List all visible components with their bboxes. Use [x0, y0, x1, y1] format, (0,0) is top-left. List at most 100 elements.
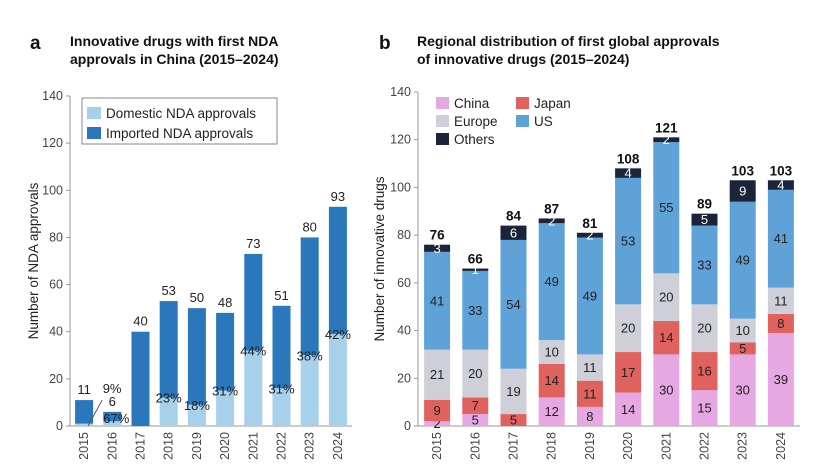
chart-a-x-tick-label: 2023	[303, 432, 317, 460]
chart-b-x-tick-label: 2021	[659, 432, 673, 460]
chart-a-bar-imported	[159, 301, 178, 398]
chart-b-legend-swatch-japan	[516, 97, 529, 109]
chart-b-segment-europe	[576, 354, 603, 381]
chart-b-segment-label-japan: 16	[697, 364, 711, 379]
chart-b-segment-label-japan: 5	[739, 341, 746, 356]
chart-b-segment-label-us: 41	[430, 293, 444, 308]
chart-a-bar-domestic	[244, 350, 263, 426]
chart-a-bar-domestic	[187, 404, 206, 426]
chart-a-y-axis-label: Number of NDA approvals	[26, 182, 41, 339]
chart-b-segment-europe	[538, 340, 565, 364]
chart-a-bar-domestic	[328, 334, 347, 426]
chart-b-segment-label-others: 2	[586, 228, 593, 243]
chart-a-share-label: 23%	[156, 391, 182, 406]
chart-b-total-label: 121	[655, 120, 678, 135]
chart-b-segment-japan	[424, 399, 451, 422]
chart-b-segment-label-china: 8	[586, 409, 593, 424]
chart-b-y-tick-label: 60	[397, 276, 411, 290]
chart-b-total-label: 103	[770, 163, 793, 178]
chart-a-x-tick-label: 2020	[218, 432, 232, 460]
chart-a-share-label: 31%	[268, 381, 294, 396]
chart-b-segment-label-china: 12	[544, 404, 558, 419]
chart-b-segment-others	[538, 218, 565, 224]
chart-b-x-tick-label: 2020	[621, 432, 635, 460]
chart-a-x-tick-label: 2016	[105, 432, 119, 460]
chart-a-legend-swatch-domestic	[87, 107, 101, 119]
chart-b-segment-us	[538, 223, 565, 341]
panel-b-title-line2: of innovative drugs (2015–2024)	[417, 51, 629, 67]
chart-b-segment-japan	[576, 380, 603, 407]
chart-b-segment-label-europe: 11	[583, 360, 597, 375]
chart-b-y-tick-label: 120	[390, 133, 411, 147]
chart-b-total-label: 66	[468, 252, 484, 267]
chart-b-total-label: 89	[697, 197, 712, 212]
chart-a-total-label: 73	[246, 236, 260, 251]
chart-a-y-tick-label: 0	[56, 419, 63, 433]
chart-a-total-label: 53	[161, 283, 175, 298]
chart-b-segment-label-china: 39	[774, 372, 788, 387]
chart-b-segment-others	[691, 213, 718, 226]
chart-b-segment-label-others: 1	[472, 262, 479, 277]
chart-b-x-tick-label: 2016	[468, 432, 482, 460]
chart-b-segment-japan	[729, 342, 756, 355]
chart-b-segment-label-japan: 14	[659, 330, 673, 345]
chart-b-segment-china	[653, 354, 680, 426]
chart-b-segment-label-us: 49	[735, 253, 749, 268]
chart-b-segment-us	[424, 251, 451, 350]
chart-b-segment-us	[691, 225, 718, 305]
chart-b-segment-label-japan: 9	[433, 403, 440, 418]
chart-b-segment-china	[576, 406, 603, 426]
chart-a-bar-domestic	[159, 397, 178, 426]
chart-b-segment-label-europe: 19	[506, 384, 520, 399]
chart-b-segment-japan	[653, 321, 680, 355]
chart-a-legend-box	[81, 97, 278, 145]
chart-b-segment-others	[500, 225, 527, 240]
chart-a-y-tick-label: 120	[42, 136, 63, 150]
chart-a-bar-imported	[300, 237, 319, 356]
chart-b-segment-label-us: 53	[621, 234, 635, 249]
chart-a-y-tick-label: 60	[49, 278, 63, 292]
chart-a-bar-imported	[103, 411, 122, 422]
chart-b-segment-label-japan: 8	[777, 316, 784, 331]
chart-a-share-label: 38%	[297, 348, 323, 363]
chart-b-total-label: 81	[582, 216, 598, 231]
chart-b-segment-others	[424, 244, 451, 252]
chart-b-segment-label-europe: 20	[659, 290, 673, 305]
chart-a-total-label: 40	[133, 314, 147, 329]
chart-b-legend-swatch-europe	[436, 115, 449, 127]
chart-a-bar-domestic	[272, 388, 291, 426]
chart-b-segment-label-japan: 7	[472, 398, 479, 413]
chart-a-share-label: 67%	[103, 411, 129, 426]
chart-b-segment-china	[729, 354, 756, 426]
chart-a-share-label: 31%	[212, 384, 238, 399]
chart-b-total-label: 76	[430, 228, 446, 243]
chart-b-segment-china	[767, 332, 794, 426]
chart-a-bar-domestic	[75, 423, 94, 426]
chart-b-segment-europe	[729, 318, 756, 343]
chart-a-x-tick-label: 2024	[331, 432, 345, 460]
chart-b-legend-swatch-china	[436, 97, 449, 109]
chart-a-bar-domestic	[216, 390, 235, 426]
chart-b-total-label: 103	[731, 163, 754, 178]
chart-b-y-tick-label: 0	[404, 419, 411, 433]
chart-b-legend-label-europe: Europe	[454, 114, 498, 129]
chart-b-segment-label-japan: 17	[621, 365, 635, 380]
chart-b-segment-others	[462, 268, 489, 271]
chart-b-segment-china	[424, 421, 451, 426]
chart-b-y-axis-label: Number of innovative drugs	[372, 176, 387, 341]
chart-b-legend-box	[428, 92, 578, 150]
chart-b-segment-label-others: 2	[548, 213, 555, 228]
chart-b-segment-label-europe: 11	[774, 293, 788, 308]
chart-a-legend-label-imported: Imported NDA approvals	[106, 126, 253, 141]
chart-a-x-tick-label: 2021	[246, 432, 260, 460]
chart-b-segment-europe	[615, 304, 642, 353]
chart-b-segment-japan	[691, 352, 718, 391]
chart-b-segment-label-japan: 5	[510, 413, 517, 428]
chart-b-segment-label-us: 55	[659, 200, 673, 215]
chart-b-segment-label-china: 15	[697, 401, 711, 416]
chart-b-segment-label-others: 5	[701, 212, 708, 227]
chart-a-total-label: 80	[302, 219, 316, 234]
chart-b-segment-china	[615, 392, 642, 426]
chart-b-segment-japan	[462, 397, 489, 415]
